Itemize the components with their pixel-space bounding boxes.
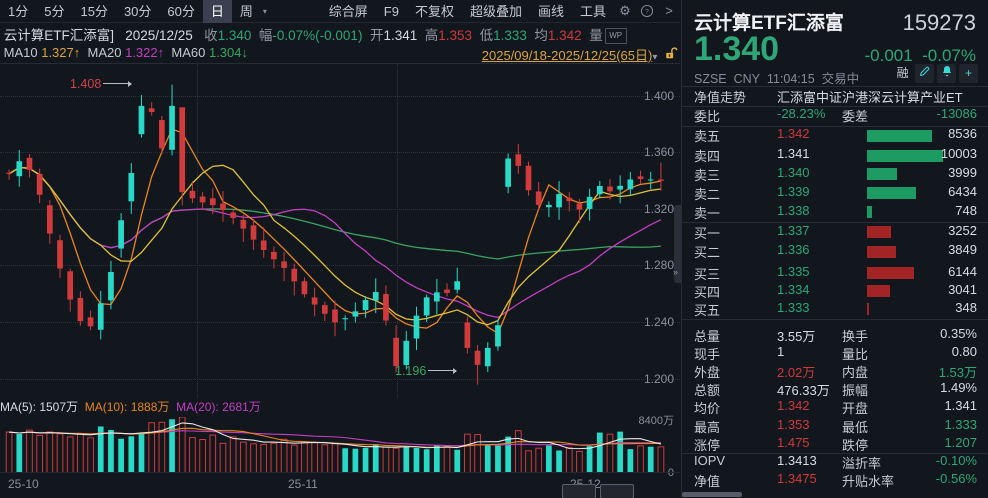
svg-text:?: ? <box>645 9 649 16</box>
